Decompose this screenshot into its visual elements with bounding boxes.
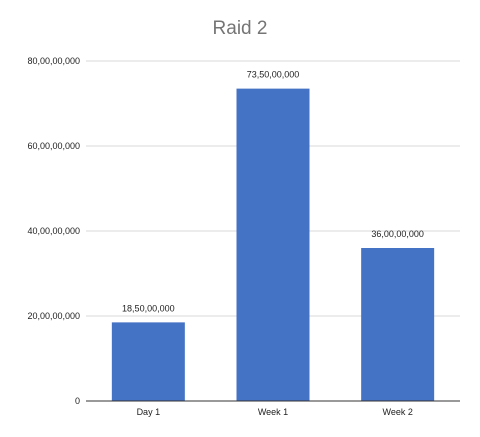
x-tick-label: Week 2 bbox=[382, 407, 412, 417]
x-tick-label: Week 1 bbox=[258, 407, 288, 417]
y-tick-label: 0 bbox=[75, 396, 80, 406]
bar bbox=[111, 322, 185, 401]
bar bbox=[361, 248, 435, 401]
y-tick-label: 20,00,00,000 bbox=[27, 311, 80, 321]
data-label: 73,50,00,000 bbox=[247, 70, 300, 80]
data-label: 36,00,00,000 bbox=[371, 229, 424, 239]
y-tick-label: 60,00,00,000 bbox=[27, 141, 80, 151]
chart-title: Raid 2 bbox=[212, 18, 268, 39]
x-tick-label: Day 1 bbox=[137, 407, 161, 417]
y-tick-label: 80,00,00,000 bbox=[27, 56, 80, 66]
y-tick-label: 40,00,00,000 bbox=[27, 226, 80, 236]
bar bbox=[236, 88, 310, 401]
data-label: 18,50,00,000 bbox=[122, 303, 175, 313]
